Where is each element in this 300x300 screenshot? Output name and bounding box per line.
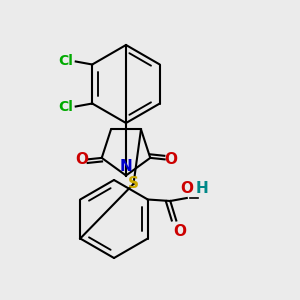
Text: S: S [128,176,139,191]
Text: Cl: Cl [58,54,73,68]
Text: O: O [173,224,186,239]
Text: O: O [164,152,177,167]
Text: Cl: Cl [58,100,73,114]
Text: O: O [75,152,88,167]
Text: O: O [180,181,193,196]
Text: H: H [195,181,208,196]
Text: N: N [120,159,132,174]
